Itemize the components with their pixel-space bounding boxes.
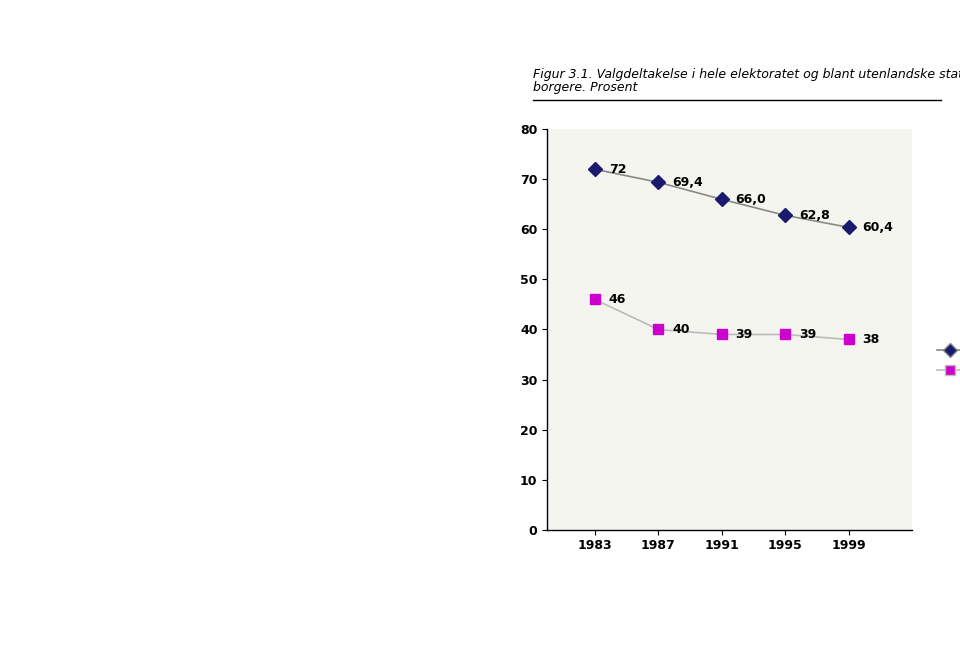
Text: 40: 40 (672, 323, 689, 336)
Text: Figur 3.1. Valgdeltakelse i hele elektoratet og blant utenlandske stats-: Figur 3.1. Valgdeltakelse i hele elektor… (533, 68, 960, 81)
Text: 38: 38 (862, 333, 879, 346)
Text: 39: 39 (799, 328, 816, 341)
Legend: Alle, Utl. stb.: Alle, Utl. stb. (932, 340, 960, 382)
Text: 39: 39 (735, 328, 753, 341)
Text: 69,4: 69,4 (672, 176, 703, 189)
Text: 66,0: 66,0 (735, 193, 766, 206)
Text: 72: 72 (609, 163, 626, 176)
Text: 46: 46 (609, 293, 626, 306)
Text: borgere. Prosent: borgere. Prosent (533, 81, 637, 94)
Text: 62,8: 62,8 (799, 209, 829, 222)
Text: 60,4: 60,4 (862, 221, 894, 234)
